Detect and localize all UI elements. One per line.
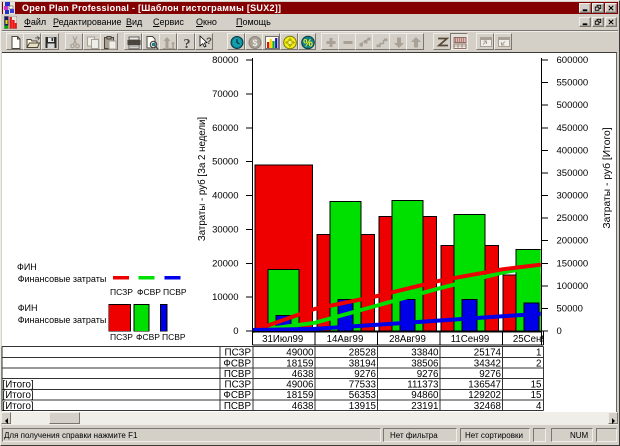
svg-text:50000: 50000 [557,303,583,314]
svg-text:250000: 250000 [557,213,589,224]
svg-text:$: $ [252,38,257,48]
svg-text:[Итого]: [Итого] [3,401,34,412]
svg-text:ФСВР: ФСВР [137,287,161,297]
svg-text:[Итого]: [Итого] [3,380,34,391]
svg-text:0: 0 [233,326,238,337]
svg-text:11Сен99: 11Сен99 [451,334,490,345]
svg-text:25Сен99: 25Сен99 [513,334,552,345]
svg-text:60000: 60000 [212,123,238,134]
svg-text:56353: 56353 [349,390,377,401]
svg-text:111373: 111373 [407,380,439,391]
svg-text:100000: 100000 [557,281,589,292]
svg-text:ПСВР: ПСВР [224,401,252,412]
svg-text:ФСВР: ФСВР [223,390,251,401]
svg-text:18159: 18159 [286,390,313,401]
svg-text:[Итого]: [Итого] [3,390,34,401]
svg-text:550000: 550000 [557,78,589,89]
svg-text:9276: 9276 [417,369,439,380]
svg-text:150000: 150000 [557,258,589,269]
svg-text:ФИН: ФИН [18,303,38,313]
svg-text:32468: 32468 [474,401,502,412]
svg-text:136547: 136547 [468,380,501,391]
svg-text:4: 4 [536,401,542,412]
svg-text:94860: 94860 [411,390,439,401]
svg-text:13915: 13915 [349,401,377,412]
svg-text:450000: 450000 [557,123,589,134]
svg-text:38194: 38194 [349,358,377,369]
svg-text:ПСЗР: ПСЗР [225,348,252,359]
svg-text:15: 15 [531,390,542,401]
svg-text:50000: 50000 [212,157,238,168]
svg-text:9276: 9276 [354,369,376,380]
svg-text:10000: 10000 [212,292,238,303]
svg-text:350000: 350000 [557,168,589,179]
svg-text:9276: 9276 [479,369,501,380]
svg-text:400000: 400000 [557,145,589,156]
svg-text:28528: 28528 [349,348,377,359]
svg-text:38506: 38506 [411,358,439,369]
svg-text:1: 1 [536,348,541,359]
svg-text:Финансовые затраты: Финансовые затраты [18,274,107,284]
svg-text:28Авг99: 28Авг99 [389,334,426,345]
svg-text:300000: 300000 [557,191,589,202]
svg-text:ПСЗР: ПСЗР [110,332,133,342]
svg-text:80000: 80000 [212,55,238,66]
svg-text:4638: 4638 [292,401,314,412]
svg-text:200000: 200000 [557,236,589,247]
svg-text:49006: 49006 [286,380,314,391]
svg-text:Затраты - руб [За 2 недели]: Затраты - руб [За 2 недели] [197,117,208,241]
svg-text:4638: 4638 [292,369,314,380]
svg-text:70000: 70000 [212,89,238,100]
svg-text:ФИН: ФИН [17,262,37,272]
svg-text:ПСВР: ПСВР [163,287,187,297]
svg-text:2: 2 [536,358,541,369]
svg-text:?: ? [184,37,191,50]
svg-text:40000: 40000 [212,191,238,202]
svg-text:600000: 600000 [557,55,589,66]
svg-text:Затраты - руб [Итого]: Затраты - руб [Итого] [601,127,613,228]
svg-text:ПСВР: ПСВР [162,332,186,342]
svg-text:ПСВР: ПСВР [224,369,252,380]
svg-text:31Июл99: 31Июл99 [262,334,303,345]
svg-text:Финансовые затраты: Финансовые затраты [18,315,107,325]
svg-text:500000: 500000 [557,100,589,111]
svg-text:15: 15 [531,380,542,391]
svg-text:18159: 18159 [286,358,313,369]
svg-text:77533: 77533 [349,380,377,391]
svg-text:14Авг99: 14Авг99 [327,334,364,345]
svg-text:49000: 49000 [286,348,314,359]
svg-text:129202: 129202 [468,390,501,401]
svg-text:33840: 33840 [411,348,439,359]
svg-text:ФСВР: ФСВР [136,332,160,342]
svg-text:%: % [303,38,313,50]
svg-text:25174: 25174 [474,348,502,359]
svg-text:0: 0 [557,326,562,337]
svg-text:34342: 34342 [474,358,501,369]
svg-text:ПСЗР: ПСЗР [110,287,133,297]
svg-text:23191: 23191 [411,401,438,412]
svg-text:ФСВР: ФСВР [223,358,251,369]
svg-text:30000: 30000 [212,224,238,235]
svg-text:ПСЗР: ПСЗР [225,380,252,391]
svg-text:20000: 20000 [212,258,238,269]
svg-text:?: ? [206,36,212,47]
